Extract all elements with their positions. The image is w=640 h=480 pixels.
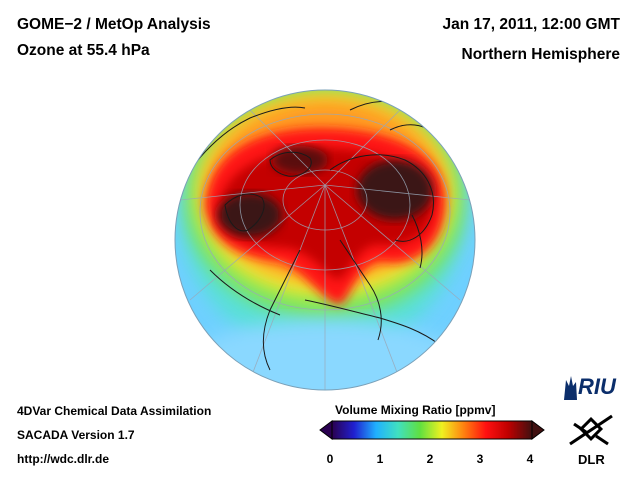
colorbar-low-arrow — [319, 420, 333, 440]
riu-logo-text: RIU — [578, 374, 616, 399]
colorbar — [319, 420, 545, 440]
colorbar-tick-2: 2 — [426, 452, 434, 466]
colorbar-title: Volume Mixing Ratio [ppmv] — [335, 403, 496, 417]
colorbar-tick-4: 4 — [526, 452, 534, 466]
colorbar-tick-3: 3 — [476, 452, 484, 466]
colorbar-tick-0: 0 — [326, 452, 334, 466]
colorbar-tick-1: 1 — [376, 452, 384, 466]
footer-method: 4DVar Chemical Data Assimilation — [17, 404, 212, 418]
colorbar-gradient — [331, 420, 533, 440]
colorbar-high-arrow — [531, 420, 545, 440]
region-label: Northern Hemisphere — [461, 46, 620, 63]
title-level: Ozone at 55.4 hPa — [17, 42, 150, 59]
riu-logo-icon — [564, 376, 577, 400]
ozone-globe-map — [174, 89, 476, 391]
dlr-logo-text: DLR — [578, 452, 605, 467]
footer-version: SACADA Version 1.7 — [17, 428, 135, 442]
footer-url[interactable]: http://wdc.dlr.de — [17, 452, 109, 466]
title-instrument: GOME−2 / MetOp Analysis — [17, 16, 211, 33]
date-label: Jan 17, 2011, 12:00 GMT — [442, 16, 621, 33]
dlr-logo-icon — [569, 414, 613, 446]
